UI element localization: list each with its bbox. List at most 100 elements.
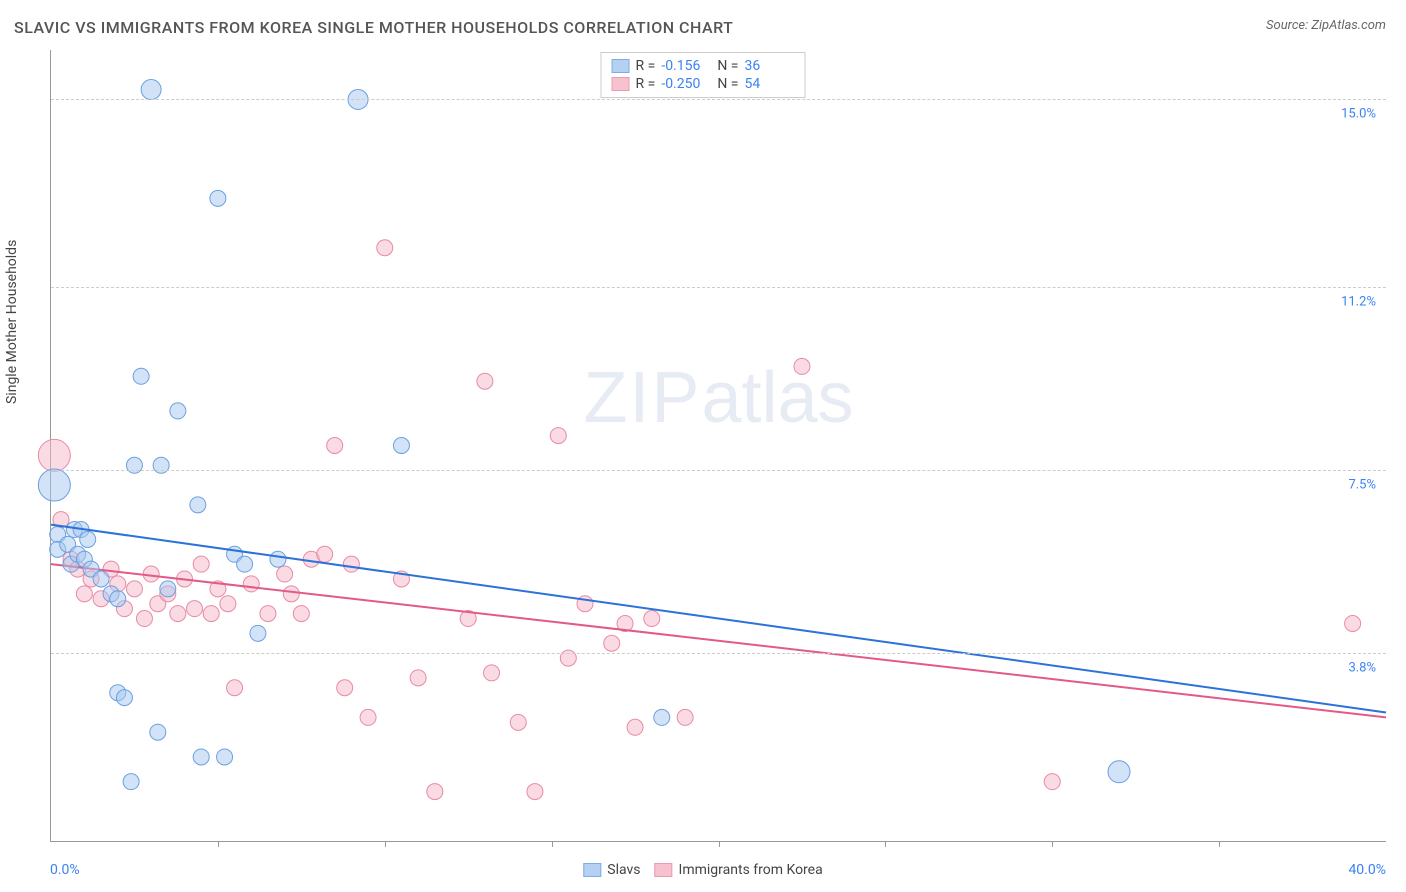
legend-bottom: Slavs Immigrants from Korea [583,862,822,878]
gridline [51,287,1386,288]
legend-label-slavs: Slavs [607,862,640,878]
data-point [317,546,333,562]
data-point [1345,615,1361,631]
n-value-korea: 54 [744,76,794,92]
xtick [385,841,386,847]
swatch-korea-bottom [655,863,673,877]
data-point [136,611,152,627]
data-point [217,749,233,765]
data-point [141,80,161,100]
legend-item-slavs: Slavs [583,862,640,878]
data-point [277,566,293,582]
gridline [51,470,1386,471]
data-point [343,556,359,572]
data-point [283,586,299,602]
data-point [250,625,266,641]
data-point [794,358,810,374]
data-point [484,665,500,681]
xtick [885,841,886,847]
r-label: R = [636,58,656,74]
legend-stats-box: R = -0.156 N = 36 R = -0.250 N = 54 [601,52,806,98]
data-point [227,680,243,696]
ytick-label: 15.0% [1341,107,1376,122]
data-point [126,581,142,597]
data-point [76,586,92,602]
data-point [38,439,70,471]
data-point [160,581,176,597]
data-point [410,670,426,686]
gridline [51,653,1386,654]
data-point [604,635,620,651]
data-point [170,606,186,622]
data-point [644,611,660,627]
legend-stats-row-slavs: R = -0.156 N = 36 [612,57,795,75]
n-label: N = [717,58,738,74]
data-point [1044,774,1060,790]
n-label: N = [717,76,738,92]
data-point [477,373,493,389]
data-point [243,576,259,592]
data-point [80,531,96,547]
n-value-slavs: 36 [744,58,794,74]
data-point [237,556,253,572]
data-point [210,190,226,206]
source-label: Source: ZipAtlas.com [1266,18,1386,33]
data-point [427,784,443,800]
trend-line [51,525,1386,713]
r-label: R = [636,76,656,92]
swatch-korea [612,77,630,91]
plot-area: ZIPatlas 3.8%7.5%11.2%15.0% [50,50,1386,842]
data-point [377,240,393,256]
swatch-slavs-bottom [583,863,601,877]
data-point [677,709,693,725]
data-point [337,680,353,696]
ytick-label: 11.2% [1341,295,1376,310]
data-point [627,719,643,735]
xtick [1219,841,1220,847]
xtick [1052,841,1053,847]
data-point [203,606,219,622]
data-point [260,606,276,622]
gridline [51,99,1386,100]
data-point [360,709,376,725]
data-point [654,709,670,725]
xtick [218,841,219,847]
legend-item-korea: Immigrants from Korea [655,862,823,878]
y-axis-label: Single Mother Households [4,240,20,404]
r-value-korea: -0.250 [661,76,711,92]
data-point [150,724,166,740]
data-point [123,774,139,790]
data-point [293,606,309,622]
data-point [93,571,109,587]
ytick-label: 3.8% [1348,661,1376,676]
data-point [1108,761,1130,783]
ytick-label: 7.5% [1348,478,1376,493]
legend-label-korea: Immigrants from Korea [679,862,823,878]
data-point [170,403,186,419]
data-point [193,556,209,572]
xtick [719,841,720,847]
data-point [187,601,203,617]
r-value-slavs: -0.156 [661,58,711,74]
data-point [510,714,526,730]
data-point [550,428,566,444]
data-point [220,596,236,612]
chart-title: SLAVIC VS IMMIGRANTS FROM KOREA SINGLE M… [14,18,733,37]
x-axis-max-label: 40.0% [1348,862,1386,878]
data-point [393,438,409,454]
data-point [327,438,343,454]
trend-line [51,564,1386,717]
data-point [527,784,543,800]
xtick [552,841,553,847]
swatch-slavs [612,59,630,73]
data-point [133,368,149,384]
data-point [190,497,206,513]
data-point [193,749,209,765]
data-point [116,690,132,706]
x-axis-min-label: 0.0% [50,862,80,878]
data-point [38,469,70,501]
data-point [270,551,286,567]
legend-stats-row-korea: R = -0.250 N = 54 [612,75,795,93]
data-point [110,591,126,607]
plot-svg [51,50,1386,841]
